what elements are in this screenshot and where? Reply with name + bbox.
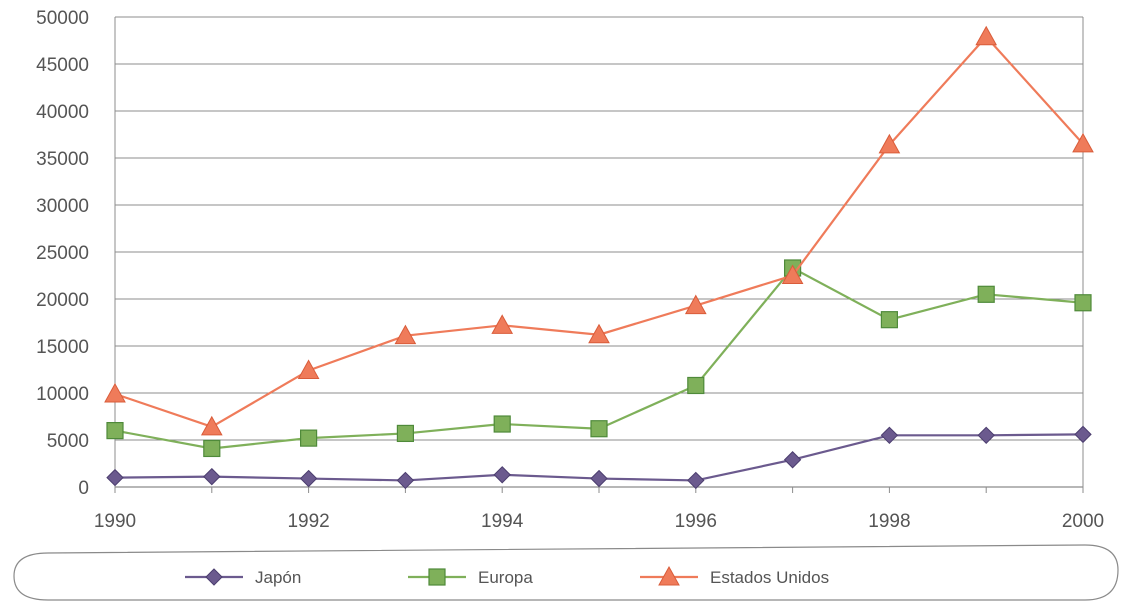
y-tick-label: 35000 — [36, 149, 89, 170]
series-japon — [106, 425, 1092, 490]
legend-marker-estados-unidos — [658, 565, 680, 586]
y-tick-label: 25000 — [36, 243, 89, 264]
data-point-europa — [493, 415, 511, 433]
data-point-europa — [880, 311, 899, 329]
series — [104, 25, 1094, 490]
data-point-japon — [106, 468, 124, 487]
series-estados-unidos — [104, 25, 1094, 436]
data-point-japon — [493, 466, 511, 484]
y-tick-label: 30000 — [36, 196, 89, 217]
legend-label-europa: Europa — [478, 568, 533, 587]
data-point-japon — [687, 471, 705, 490]
data-point-estados-unidos — [1072, 132, 1094, 153]
data-point-estados-unidos — [684, 294, 707, 315]
data-point-japon — [396, 471, 415, 490]
data-point-japon — [203, 467, 221, 486]
data-point-japon — [783, 451, 802, 469]
x-tick-label: 1996 — [675, 511, 717, 532]
data-point-estados-unidos — [975, 25, 998, 46]
x-tick-label: 1998 — [868, 511, 910, 532]
legend-label-japon: Japón — [255, 568, 301, 587]
y-tick-label: 45000 — [36, 55, 89, 76]
data-point-europa — [203, 439, 221, 458]
data-point-europa — [977, 285, 995, 303]
legend-marker-europa — [428, 568, 446, 586]
data-point-europa — [590, 420, 608, 438]
series-line-estados-unidos — [114, 35, 1084, 429]
data-point-estados-unidos — [491, 314, 514, 334]
data-point-europa — [396, 424, 414, 443]
y-tick-label: 0 — [78, 478, 89, 499]
data-point-japon — [977, 426, 995, 445]
y-tick-label: 40000 — [36, 102, 89, 123]
data-point-japon — [1074, 425, 1092, 444]
data-point-japon — [590, 469, 608, 488]
data-point-estados-unidos — [104, 382, 126, 403]
y-tick-label: 50000 — [36, 8, 89, 29]
data-point-japon — [299, 469, 318, 488]
data-point-estados-unidos — [878, 133, 901, 154]
legend-box — [13, 544, 1119, 601]
y-tick-label: 15000 — [36, 337, 89, 358]
data-point-estados-unidos — [200, 415, 223, 436]
series-europa — [106, 259, 1092, 458]
legend-label-estados-unidos: Estados Unidos — [710, 568, 829, 587]
data-point-estados-unidos — [297, 359, 320, 379]
x-tick-label: 1992 — [287, 511, 329, 532]
data-point-estados-unidos — [394, 324, 417, 345]
gridlines — [115, 16, 1083, 441]
y-tick-labels: 0 5000 10000 15000 20000 25000 30000 35000 40000… — [36, 8, 89, 499]
y-tick-label: 10000 — [36, 384, 89, 405]
data-point-japon — [880, 426, 899, 445]
data-point-europa — [1074, 294, 1092, 312]
data-point-europa — [106, 422, 124, 440]
x-tick-label: 1990 — [94, 511, 136, 532]
y-tick-label: 20000 — [36, 290, 89, 311]
x-tick-label: 2000 — [1062, 511, 1104, 532]
legend: Japón Europa Estados Unidos — [13, 544, 1119, 601]
data-point-estados-unidos — [588, 323, 610, 344]
legend-marker-japon — [205, 568, 223, 586]
data-point-estados-unidos — [781, 264, 804, 284]
data-point-europa — [687, 376, 705, 395]
x-tick-labels: 1990 1992 1994 1996 1998 2000 — [94, 511, 1104, 532]
y-tick-label: 5000 — [47, 431, 89, 452]
data-point-europa — [300, 429, 318, 447]
x-tick-label: 1994 — [481, 511, 524, 532]
